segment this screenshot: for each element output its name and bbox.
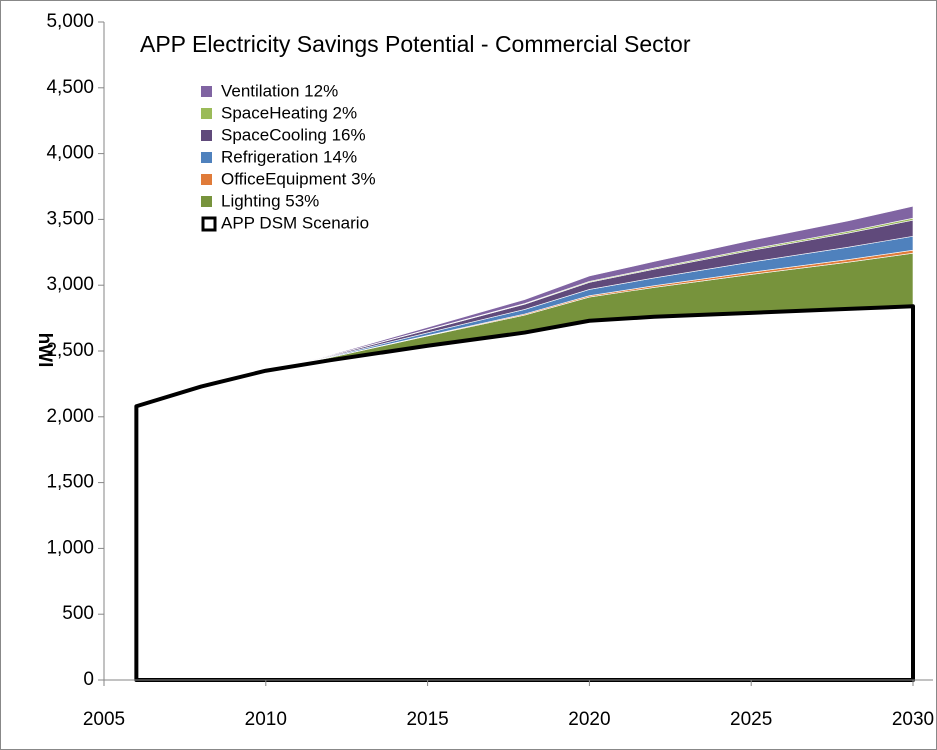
legend-label: APP DSM Scenario	[221, 213, 369, 232]
y-tick-label: 1,000	[46, 537, 94, 558]
y-tick-label: 2,500	[46, 340, 94, 361]
y-tick-label: 3,500	[46, 208, 94, 229]
area	[136, 205, 914, 407]
x-tick-label: 2030	[892, 709, 934, 730]
x-tick-label: 2010	[245, 709, 287, 730]
legend-swatch	[201, 108, 212, 119]
x-tick-label: 2020	[568, 709, 610, 730]
legend-swatch	[201, 216, 217, 232]
legend-label: OfficeEquipment 3%	[221, 169, 376, 188]
y-tick-label: 1,500	[46, 472, 94, 493]
x-tick-label: 2025	[730, 709, 772, 730]
legend-label: Ventilation 12%	[221, 81, 338, 100]
legend-swatch	[201, 174, 212, 185]
chart-title: APP Electricity Savings Potential - Comm…	[140, 31, 691, 57]
legend-swatch	[201, 130, 212, 141]
y-tick-label: 2,000	[46, 406, 94, 427]
x-tick-label: 2005	[83, 709, 125, 730]
y-axis-label: hWl	[34, 333, 55, 368]
legend-label: Refrigeration 14%	[221, 147, 357, 166]
base-area	[134, 304, 915, 682]
legend-label: Lighting 53%	[221, 191, 319, 210]
legend-swatch	[201, 152, 212, 163]
y-tick-label: 500	[62, 603, 94, 624]
legend-label: SpaceHeating 2%	[221, 103, 357, 122]
x-tick-label: 2015	[406, 709, 448, 730]
legend-swatch	[201, 196, 212, 207]
y-tick-label: 5,000	[46, 11, 94, 32]
y-tick-label: 4,500	[46, 77, 94, 98]
y-tick-label: 4,000	[46, 143, 94, 164]
y-tick-label: 3,000	[46, 274, 94, 295]
y-tick-label: 0	[83, 669, 94, 690]
legend-swatch	[201, 86, 212, 97]
legend-label: SpaceCooling 16%	[221, 125, 366, 144]
